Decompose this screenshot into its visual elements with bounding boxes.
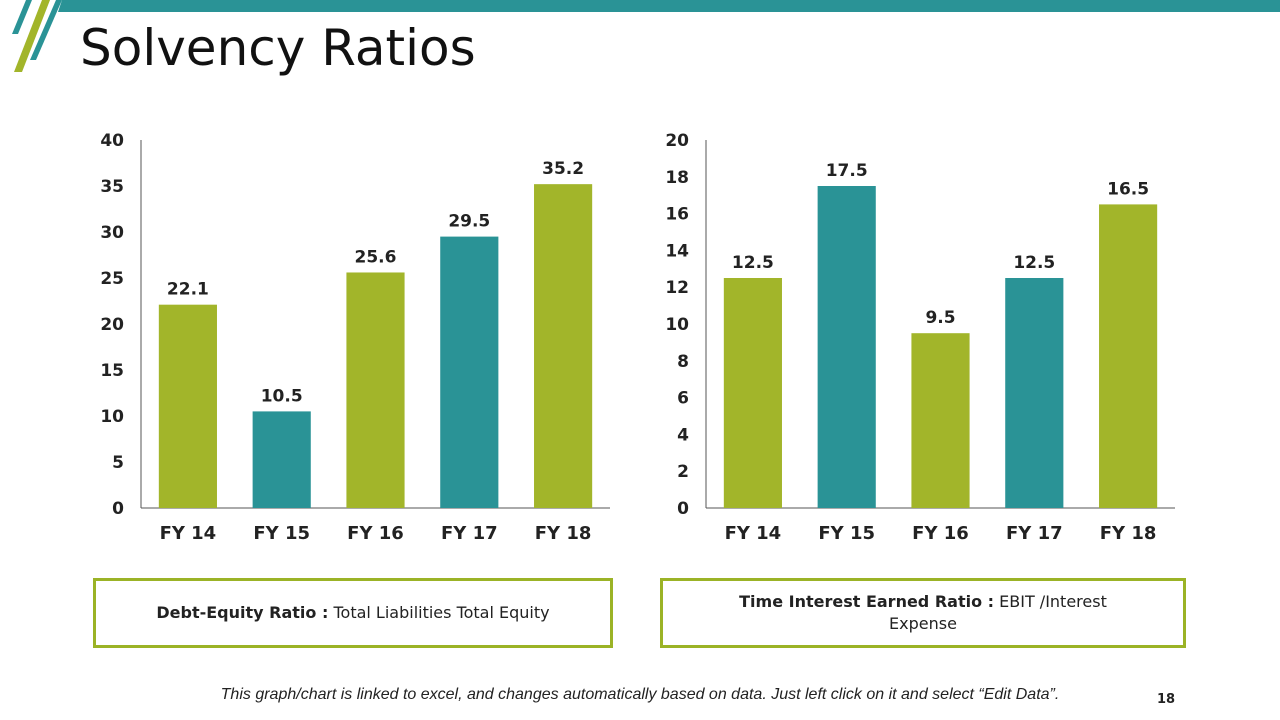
- page-number: 18: [1157, 692, 1176, 707]
- y-tick-label: 14: [665, 241, 689, 261]
- footer-note: This graph/chart is linked to excel, and…: [220, 686, 1060, 703]
- time-interest-chart-svg: 0 2 4 6 8 10 12 14 16 18 20 12.5 FY 14 17.5 FY 15 9.5 FY…: [665, 131, 1175, 544]
- time-interest-note: Time Interest Earned Ratio : EBIT /Inter…: [660, 578, 1186, 648]
- y-tick-label: 15: [100, 361, 124, 381]
- y-tick-label: 5: [112, 453, 124, 473]
- y-tick-label: 6: [677, 389, 689, 409]
- data-label: 22.1: [167, 280, 209, 300]
- x-category-label: FY 17: [441, 523, 498, 544]
- data-label: 16.5: [1107, 179, 1149, 199]
- y-tick-label: 16: [665, 205, 689, 225]
- bar-fy-14[interactable]: [158, 304, 217, 508]
- x-category-label: FY 14: [725, 523, 782, 544]
- accent-stripe-teal-2: [30, 0, 62, 60]
- data-label: 17.5: [826, 161, 868, 181]
- bar-fy-15[interactable]: [252, 411, 311, 508]
- x-category-label: FY 18: [535, 523, 592, 544]
- y-tick-label: 40: [100, 131, 124, 151]
- y-tick-label: 0: [677, 499, 689, 519]
- x-category-label: FY 16: [912, 523, 969, 544]
- y-tick-label: 25: [100, 269, 124, 289]
- bar-fy-16[interactable]: [346, 272, 405, 508]
- top-accent-bar: [0, 0, 1280, 72]
- x-category-label: FY 14: [160, 523, 217, 544]
- data-label: 29.5: [448, 212, 490, 232]
- data-label: 9.5: [925, 308, 955, 328]
- y-tick-label: 10: [100, 407, 124, 427]
- bar-fy-18[interactable]: [534, 184, 593, 508]
- y-tick-label: 12: [665, 278, 689, 298]
- debt-equity-term: Debt-Equity Ratio :: [156, 603, 329, 623]
- y-tick-label: 18: [665, 168, 689, 188]
- x-category-label: FY 18: [1100, 523, 1157, 544]
- debt-equity-note: Debt-Equity Ratio : Total Liabilities To…: [93, 578, 613, 648]
- x-category-label: FY 15: [818, 523, 875, 544]
- debt-equity-chart-svg: 0 5 10 15 20 25 30 35 40 22.1 FY 14 10.5 FY 15 25.6 FY…: [100, 131, 610, 544]
- y-tick-label: 20: [665, 131, 689, 151]
- time-interest-chart[interactable]: 0 2 4 6 8 10 12 14 16 18 20 12.5 FY 14 17.5 FY 15 9.5 FY…: [625, 130, 1185, 560]
- debt-equity-chart[interactable]: 0 5 10 15 20 25 30 35 40 22.1 FY 14 10.5 FY 15 25.6 FY…: [60, 130, 620, 560]
- y-tick-label: 4: [677, 425, 689, 445]
- bar-fy-17[interactable]: [1005, 278, 1064, 508]
- y-tick-label: 10: [665, 315, 689, 335]
- y-tick-label: 35: [100, 177, 124, 197]
- top-teal-band: [58, 0, 1280, 12]
- page-title: Solvency Ratios: [80, 19, 476, 77]
- data-label: 12.5: [1013, 253, 1055, 273]
- data-label: 10.5: [261, 386, 303, 406]
- y-tick-label: 30: [100, 223, 124, 243]
- time-interest-term: Time Interest Earned Ratio :: [739, 592, 995, 612]
- x-category-label: FY 15: [253, 523, 310, 544]
- x-category-label: FY 16: [347, 523, 404, 544]
- bar-fy-14[interactable]: [723, 278, 782, 508]
- data-label: 25.6: [355, 247, 397, 267]
- y-tick-label: 0: [112, 499, 124, 519]
- data-label: 35.2: [542, 159, 584, 179]
- y-tick-label: 20: [100, 315, 124, 335]
- accent-stripe-teal: [12, 0, 32, 34]
- x-category-label: FY 17: [1006, 523, 1063, 544]
- debt-equity-formula: Total Liabilities Total Equity: [333, 603, 550, 623]
- y-tick-label: 8: [677, 352, 689, 372]
- bar-fy-17[interactable]: [440, 236, 499, 508]
- y-tick-label: 2: [677, 462, 689, 482]
- time-interest-formula: EBIT /Interest Expense: [889, 592, 1107, 633]
- bar-fy-16[interactable]: [911, 333, 970, 508]
- bar-fy-18[interactable]: [1099, 204, 1158, 508]
- accent-stripe-green: [14, 0, 50, 72]
- data-label: 12.5: [732, 253, 774, 273]
- bar-fy-15[interactable]: [817, 186, 876, 508]
